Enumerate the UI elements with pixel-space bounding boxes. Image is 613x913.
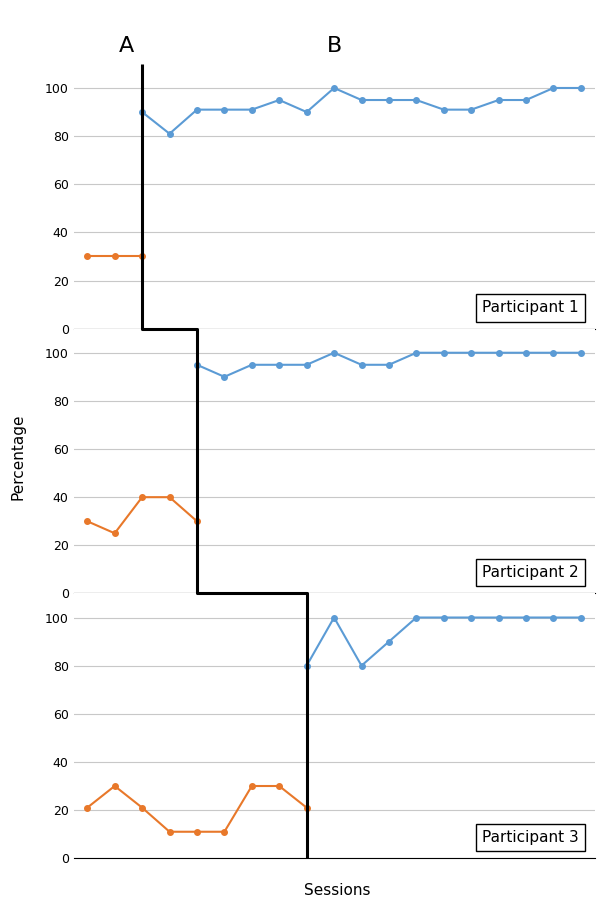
Text: Participant 3: Participant 3 bbox=[482, 830, 579, 845]
Text: Participant 1: Participant 1 bbox=[482, 300, 579, 316]
Text: Percentage: Percentage bbox=[11, 414, 26, 499]
Text: A: A bbox=[119, 36, 134, 56]
Text: B: B bbox=[327, 36, 341, 56]
Text: Sessions: Sessions bbox=[304, 883, 370, 897]
Text: Participant 2: Participant 2 bbox=[482, 565, 579, 581]
